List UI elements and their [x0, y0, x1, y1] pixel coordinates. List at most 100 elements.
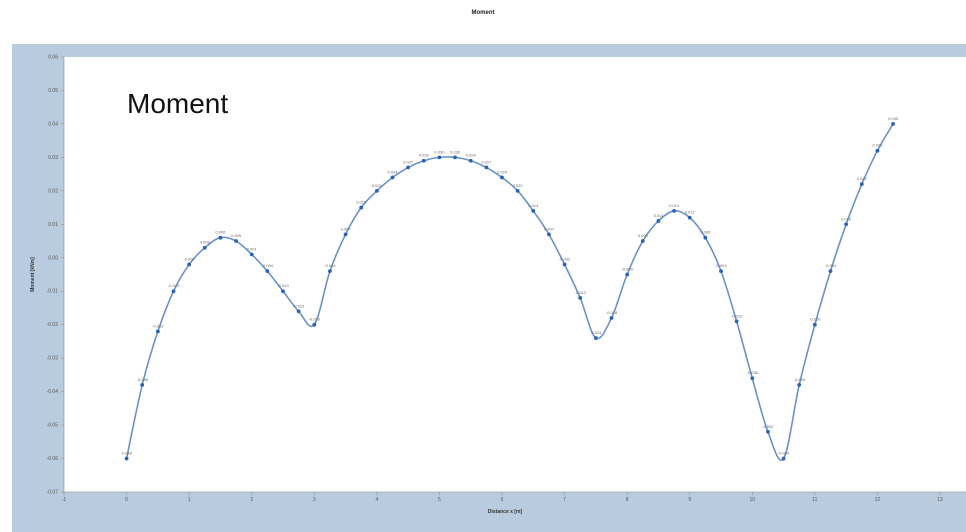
data-point	[312, 322, 317, 327]
x-tick-label: 7	[563, 497, 566, 503]
data-point	[797, 383, 802, 387]
data-label: 0.011	[654, 213, 664, 218]
data-label: 0.029	[419, 153, 430, 158]
data-point	[421, 158, 426, 163]
data-label: 0.001	[247, 246, 258, 251]
y-tick-label: -0.04	[47, 389, 59, 395]
data-label: 0.020	[513, 183, 524, 188]
data-label: 0.014	[528, 203, 539, 208]
data-label: 0.029	[466, 153, 477, 158]
data-label: -0.004	[324, 263, 336, 268]
data-point	[750, 376, 755, 381]
x-tick-label: 13	[937, 497, 943, 503]
data-label: -0.020	[809, 317, 821, 322]
data-point	[171, 289, 176, 294]
series-line	[125, 123, 894, 461]
data-point	[218, 235, 223, 240]
data-label: 0.027	[403, 159, 414, 164]
data-label: 0.032	[872, 143, 883, 148]
x-tick-label: 9	[688, 497, 691, 503]
y-tick-label: 0.03	[48, 155, 58, 161]
y-tick-label: 0.00	[48, 255, 58, 261]
data-label: -0.060	[778, 451, 790, 456]
data-point	[562, 262, 567, 267]
data-label: 0.006	[215, 230, 226, 235]
data-point	[875, 148, 880, 153]
data-label: -0.004	[715, 263, 727, 268]
data-point	[265, 269, 270, 274]
data-label: -0.005	[621, 267, 633, 272]
x-tick-label: 2	[250, 497, 253, 503]
y-tick-label: 0.02	[48, 188, 58, 194]
data-label: 0.003	[200, 240, 211, 245]
y-tick-label: 0.01	[48, 222, 58, 228]
data-point	[656, 219, 661, 223]
plot-area	[64, 57, 966, 492]
x-tick-label: 10	[750, 497, 756, 503]
y-tick-label: 0.04	[48, 121, 58, 127]
data-label: -0.016	[293, 303, 305, 308]
data-point	[343, 232, 348, 237]
x-tick-label: 5	[438, 497, 441, 503]
data-label: 0.040	[888, 116, 899, 121]
y-tick-label: -0.02	[47, 322, 59, 328]
axes: -1 0 1 2 3 4 5 6 7 8 9 10 11 12 130.060.050.040.030.02…	[30, 55, 966, 515]
data-label: 0.022	[857, 176, 868, 181]
data-point	[547, 232, 551, 237]
data-point	[640, 239, 645, 243]
data-point	[155, 329, 160, 334]
y-axis-title: Moment [kNm]	[30, 257, 36, 292]
data-point	[812, 322, 817, 327]
data-point	[234, 239, 238, 243]
data-point	[281, 289, 285, 294]
data-label: -0.010	[168, 283, 180, 288]
data-point	[609, 316, 614, 320]
data-point	[390, 175, 395, 180]
data-point	[406, 165, 411, 170]
data-label: 0.015	[356, 200, 367, 205]
y-tick-label: -0.01	[47, 289, 59, 295]
data-label: 0.024	[387, 169, 398, 174]
data-point	[859, 182, 864, 187]
x-tick-label: 1	[188, 497, 191, 503]
data-label: 0.027	[481, 159, 492, 164]
y-tick-label: -0.05	[47, 423, 59, 429]
data-point	[828, 269, 833, 274]
data-label: 0.012	[685, 210, 696, 215]
data-label: -0.024	[590, 330, 602, 335]
data-point	[515, 188, 520, 193]
data-point	[187, 262, 192, 267]
data-point	[531, 209, 536, 213]
x-tick-label: 4	[375, 497, 378, 503]
x-tick-label: -1	[62, 497, 67, 503]
data-point	[578, 296, 583, 300]
data-label: -0.019	[731, 313, 743, 318]
x-tick-label: 12	[875, 497, 881, 503]
page-title: Moment	[471, 10, 495, 16]
data-point	[625, 272, 630, 277]
data-point	[500, 175, 504, 180]
data-point	[437, 155, 442, 160]
data-point	[249, 252, 254, 257]
data-point	[124, 456, 129, 461]
data-label: 0.030	[434, 149, 445, 154]
data-label: 0.010	[841, 216, 852, 221]
x-tick-label: 11	[812, 497, 817, 503]
data-label: -0.002	[183, 256, 195, 261]
data-label: -0.010	[277, 283, 289, 288]
data-point	[703, 235, 708, 240]
data-label-layer: -0.060 -0.038 -0.022 -0.010 -0.002 0.003 0.006…	[121, 116, 899, 456]
data-point	[687, 215, 692, 220]
x-tick-label: 0	[125, 497, 128, 503]
data-label: -0.022	[152, 323, 164, 328]
data-label: -0.002	[559, 256, 571, 261]
data-label: 0.007	[544, 226, 555, 231]
data-point	[359, 205, 364, 210]
y-tick-label: 0.05	[48, 88, 58, 94]
data-point	[374, 188, 379, 193]
data-label: 0.007	[341, 226, 352, 231]
data-label: 0.006	[700, 230, 711, 235]
data-point	[453, 155, 457, 160]
series-layer	[124, 122, 895, 461]
data-label: -0.004	[262, 263, 274, 268]
